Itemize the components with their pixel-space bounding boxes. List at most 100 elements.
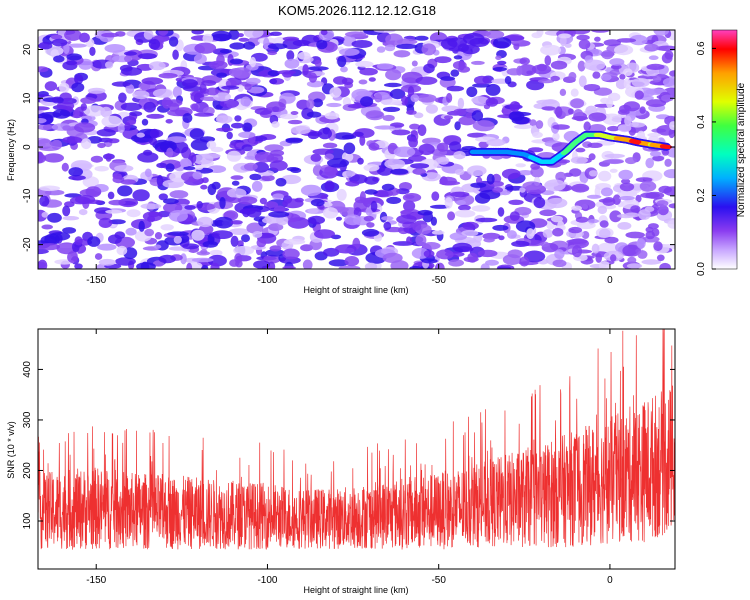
noise-blob <box>602 197 616 206</box>
noise-blob <box>645 157 654 169</box>
noise-blob <box>225 197 242 204</box>
noise-blob <box>602 159 624 164</box>
noise-blob <box>409 123 421 130</box>
noise-blob <box>645 191 665 199</box>
noise-blob <box>246 77 261 85</box>
noise-blob <box>509 211 520 222</box>
noise-blob <box>259 197 267 205</box>
noise-blob <box>251 180 263 192</box>
noise-blob <box>324 153 334 160</box>
noise-blob <box>622 244 641 257</box>
noise-blob <box>43 153 64 163</box>
noise-blob <box>148 61 166 71</box>
noise-blob <box>431 230 445 235</box>
noise-blob <box>216 127 233 132</box>
noise-blob <box>62 227 77 234</box>
noise-blob <box>183 166 196 171</box>
noise-blob <box>663 169 675 179</box>
noise-blob <box>148 137 158 146</box>
noise-blob <box>154 232 163 240</box>
noise-blob <box>336 216 342 221</box>
noise-blob <box>649 151 662 157</box>
noise-blob <box>662 78 675 87</box>
noise-blob <box>115 257 136 266</box>
noise-blob <box>351 40 373 48</box>
noise-blob <box>389 88 406 100</box>
noise-blob <box>316 39 328 50</box>
noise-blob <box>486 173 495 185</box>
noise-blob <box>285 138 303 144</box>
noise-blob <box>600 187 613 197</box>
noise-blob <box>272 193 284 200</box>
noise-blob <box>38 41 53 50</box>
noise-blob <box>237 196 258 205</box>
noise-blob <box>324 112 340 120</box>
noise-blob <box>230 175 244 180</box>
noise-blob <box>444 197 453 209</box>
noise-blob <box>523 250 546 263</box>
noise-blob <box>240 96 251 107</box>
noise-blob <box>297 51 311 60</box>
noise-blob <box>206 87 219 96</box>
noise-blob <box>448 259 464 267</box>
noise-blob <box>118 92 127 103</box>
noise-blob <box>172 49 179 60</box>
noise-blob <box>244 155 255 160</box>
noise-blob <box>108 219 126 225</box>
noise-blob <box>201 80 217 86</box>
noise-blob <box>425 104 438 114</box>
noise-blob <box>208 60 228 70</box>
noise-blob <box>64 30 82 41</box>
noise-blob <box>193 53 207 65</box>
noise-blob <box>120 67 143 76</box>
noise-blob <box>502 254 522 265</box>
top-y-tick-label: 10 <box>22 92 33 104</box>
top-y-tick-label: 0 <box>22 144 33 150</box>
noise-blob <box>341 134 357 140</box>
colorbar-tick-label: 0.2 <box>696 188 707 202</box>
noise-blob <box>352 131 364 137</box>
noise-blob <box>609 168 618 173</box>
noise-blob <box>475 217 498 223</box>
noise-blob <box>343 142 356 155</box>
noise-blob <box>588 112 607 122</box>
noise-blob <box>219 49 232 54</box>
noise-blob <box>192 171 203 180</box>
noise-blob <box>568 226 583 234</box>
noise-blob <box>358 79 368 85</box>
noise-blob <box>136 132 145 138</box>
noise-blob <box>659 262 671 269</box>
noise-blob <box>51 139 63 150</box>
noise-blob <box>221 85 240 90</box>
colorbar: 0.0 0.2 0.4 0.6 Normalized spectral amplitu… <box>696 29 747 276</box>
noise-blob <box>458 204 471 211</box>
noise-blob <box>326 102 342 108</box>
noise-blob <box>156 174 164 187</box>
noise-blob <box>461 229 479 237</box>
noise-blob <box>554 249 565 260</box>
noise-blob <box>38 151 44 163</box>
noise-blob <box>83 105 106 117</box>
noise-blob <box>308 72 318 83</box>
noise-blob <box>578 75 587 88</box>
noise-blob <box>181 79 198 88</box>
noise-blob <box>382 114 395 122</box>
noise-blob <box>186 262 193 269</box>
colorbar-tick-label: 0.0 <box>696 262 707 276</box>
noise-blob <box>485 30 505 39</box>
noise-blob <box>617 124 632 133</box>
top-x-tick-label: -50 <box>431 275 446 286</box>
noise-blob <box>78 209 88 216</box>
bottom-y-tick-label: 400 <box>22 361 33 378</box>
noise-blob <box>423 63 435 74</box>
noise-blob <box>603 39 621 47</box>
noise-blob <box>63 42 70 55</box>
noise-blob <box>256 238 267 248</box>
noise-blob <box>282 36 299 41</box>
noise-blob <box>396 214 417 225</box>
noise-blob <box>483 237 495 243</box>
noise-blob <box>418 143 435 156</box>
noise-blob <box>51 38 68 47</box>
noise-blob <box>535 120 544 129</box>
noise-blob <box>211 181 221 190</box>
